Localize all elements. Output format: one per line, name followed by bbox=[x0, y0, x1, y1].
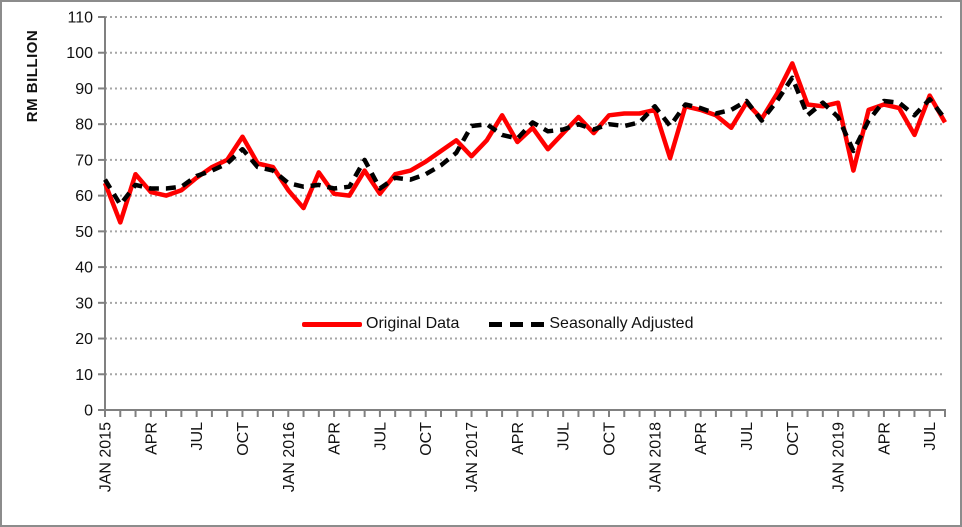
x-tick-label: JUL bbox=[189, 422, 206, 451]
x-tick-label: OCT bbox=[235, 422, 252, 456]
y-tick-label: 40 bbox=[75, 260, 93, 277]
seasonally-adjusted-line-swatch bbox=[489, 321, 546, 327]
x-tick-label: OCT bbox=[418, 422, 435, 456]
x-tick-label: APR bbox=[327, 422, 344, 455]
y-tick-label: 30 bbox=[75, 295, 93, 312]
legend-item-seasonal: Seasonally Adjusted bbox=[489, 315, 693, 333]
x-tick-label: OCT bbox=[602, 422, 619, 456]
x-tick-label: APR bbox=[693, 422, 710, 455]
x-tick-label: JUL bbox=[739, 422, 756, 451]
legend: Original Data Seasonally Adjusted bbox=[302, 315, 693, 333]
x-tick-label: JAN 2016 bbox=[281, 422, 298, 492]
legend-label-original: Original Data bbox=[366, 315, 460, 332]
x-tick-label: JAN 2015 bbox=[98, 422, 115, 492]
y-tick-label: 10 bbox=[75, 367, 93, 384]
x-tick-label: OCT bbox=[785, 422, 802, 456]
legend-label-seasonal: Seasonally Adjusted bbox=[549, 315, 694, 332]
y-tick-label: 80 bbox=[75, 117, 93, 134]
y-axis-title: RM BILLION bbox=[24, 29, 41, 123]
y-tick-label: 110 bbox=[67, 10, 93, 27]
y-tick-label: 90 bbox=[75, 81, 93, 98]
original-data-line-swatch bbox=[302, 321, 362, 327]
y-tick-label: 20 bbox=[75, 331, 93, 348]
y-tick-label: 0 bbox=[84, 403, 93, 420]
y-tick-label: 70 bbox=[75, 152, 93, 169]
x-tick-label: JUL bbox=[372, 422, 389, 451]
x-tick-label: APR bbox=[143, 422, 160, 455]
seasonally-adjusted-line bbox=[103, 75, 947, 207]
x-tick-label: JUL bbox=[556, 422, 573, 451]
x-tick-label: APR bbox=[510, 422, 527, 455]
y-tick-label: 50 bbox=[75, 224, 93, 241]
y-tick-label: 60 bbox=[75, 188, 93, 205]
x-tick-label: JAN 2018 bbox=[647, 422, 664, 492]
legend-item-original: Original Data bbox=[302, 315, 459, 333]
x-tick-label: JUL bbox=[922, 422, 939, 451]
x-tick-label: APR bbox=[876, 422, 893, 455]
x-tick-label: JAN 2017 bbox=[464, 422, 481, 492]
y-tick-label: 100 bbox=[66, 45, 93, 62]
x-tick-label: JAN 2019 bbox=[831, 422, 848, 492]
original-data-line bbox=[102, 61, 947, 225]
